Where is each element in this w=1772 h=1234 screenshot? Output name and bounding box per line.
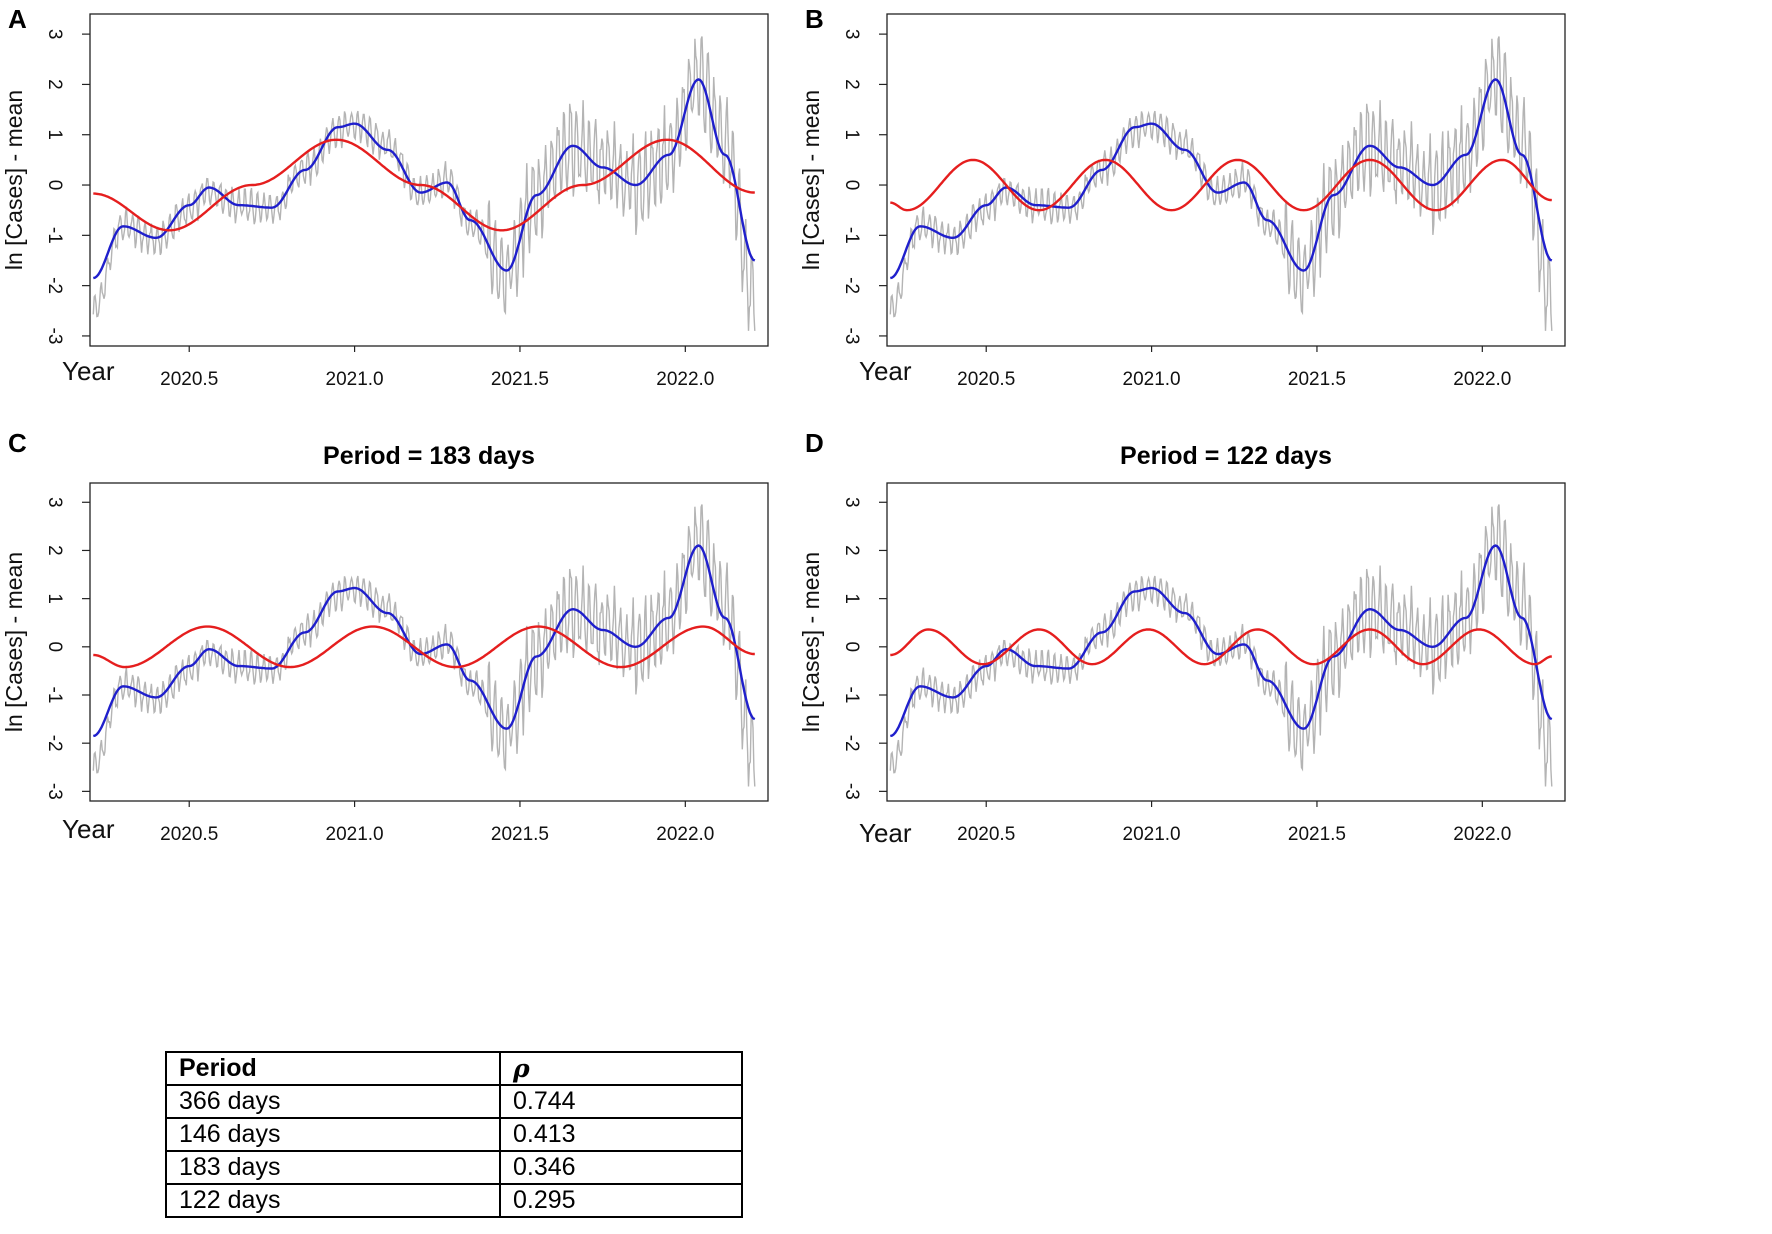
- panel-title: Period = 183 days: [323, 442, 535, 470]
- y-tick-label: 3: [44, 29, 65, 40]
- y-tick-label: 0: [44, 642, 65, 653]
- panel-a: A -3 -2 -1 0 1 2 3 ln [Cases] - mean 2020.5 2021.0…: [1, 4, 769, 390]
- y-tick-label: 2: [44, 79, 65, 90]
- table-header-period: Period: [165, 1051, 501, 1086]
- y-tick-label: 1: [44, 593, 65, 604]
- y-axis-label: ln [Cases] - mean: [798, 552, 824, 732]
- y-tick-label: -1: [44, 687, 65, 704]
- table-cell-period: 366 days: [165, 1084, 501, 1119]
- table-row: 122 days 0.295: [165, 1183, 743, 1218]
- series-smoothed: [890, 78, 1553, 280]
- y-tick-label: 3: [841, 29, 862, 40]
- series-sinusoid-fit: [93, 138, 755, 232]
- series-daily-cases: [889, 36, 1553, 331]
- table-row: 366 days 0.744: [165, 1084, 743, 1119]
- series-smoothed: [93, 78, 756, 280]
- table-cell-rho: 0.744: [499, 1084, 743, 1119]
- series-daily-cases: [92, 504, 756, 787]
- y-tick-label: -2: [841, 277, 862, 294]
- x-axis-label: Year: [62, 814, 115, 844]
- series-daily-cases: [92, 36, 756, 331]
- x-tick-label: 2022.0: [1453, 824, 1511, 845]
- y-axis-label: ln [Cases] - mean: [798, 90, 824, 270]
- plot-frame: [89, 482, 769, 802]
- panel-label: C: [8, 428, 27, 458]
- y-tick-label: 2: [841, 79, 862, 90]
- y-tick-label: -1: [841, 227, 862, 244]
- y-tick-label: 1: [841, 593, 862, 604]
- x-tick-label: 2021.0: [326, 824, 384, 845]
- y-tick-label: -2: [44, 277, 65, 294]
- y-tick-label: 0: [841, 642, 862, 653]
- y-tick-label: 3: [841, 497, 862, 508]
- x-tick-label: 2021.5: [1288, 369, 1346, 390]
- y-tick-label: 1: [44, 129, 65, 140]
- plot-frame: [89, 13, 769, 347]
- plot-frame: [886, 13, 1566, 347]
- series-sinusoid-fit: [890, 628, 1552, 666]
- y-tick-label: -3: [44, 783, 65, 800]
- y-axis-label: ln [Cases] - mean: [1, 90, 27, 270]
- series-smoothed: [890, 544, 1553, 738]
- panel-b: B -3 -2 -1 0 1 2 3 ln [Cases] - mean 2020.5 2021.0…: [798, 4, 1566, 390]
- series-daily-cases: [889, 504, 1553, 787]
- panel-c: C Period = 183 days -3 -2 -1 0 1 2 3 ln [Cases] -…: [1, 428, 769, 845]
- x-tick-label: 2020.5: [160, 824, 218, 845]
- panel-d: D Period = 122 days -3 -2 -1 0 1 2 3 ln [Cases] -…: [798, 428, 1566, 848]
- panel-label: B: [805, 4, 824, 34]
- table-cell-rho: 0.346: [499, 1150, 743, 1185]
- x-tick-label: 2022.0: [656, 369, 714, 390]
- y-tick-label: -2: [841, 735, 862, 752]
- table-header-rho: ρ: [499, 1051, 743, 1086]
- x-tick-label: 2021.5: [491, 824, 549, 845]
- y-axis-label: ln [Cases] - mean: [1, 552, 27, 732]
- y-tick-label: 0: [44, 180, 65, 191]
- x-axis-label: Year: [62, 356, 115, 386]
- table-cell-period: 146 days: [165, 1117, 501, 1152]
- y-tick-label: -3: [44, 327, 65, 344]
- panel-label: A: [8, 4, 27, 34]
- table-cell-period: 183 days: [165, 1150, 501, 1185]
- y-tick-label: 3: [44, 497, 65, 508]
- y-tick-label: -3: [841, 327, 862, 344]
- x-tick-label: 2020.5: [160, 369, 218, 390]
- y-tick-label: -2: [44, 735, 65, 752]
- table-cell-rho: 0.295: [499, 1183, 743, 1218]
- x-axis-label: Year: [859, 818, 912, 848]
- x-tick-label: 2021.5: [1288, 824, 1346, 845]
- series-sinusoid-fit: [890, 158, 1552, 212]
- plot-frame: [886, 482, 1566, 802]
- x-tick-label: 2022.0: [656, 824, 714, 845]
- x-tick-label: 2022.0: [1453, 369, 1511, 390]
- table-cell-period: 122 days: [165, 1183, 501, 1218]
- x-axis-label: Year: [859, 356, 912, 386]
- x-tick-label: 2021.0: [1123, 369, 1181, 390]
- x-tick-label: 2021.5: [491, 369, 549, 390]
- y-tick-label: 2: [841, 545, 862, 556]
- x-tick-label: 2020.5: [957, 824, 1015, 845]
- panel-title: Period = 122 days: [1120, 442, 1332, 470]
- y-tick-label: 1: [841, 129, 862, 140]
- x-tick-label: 2020.5: [957, 369, 1015, 390]
- y-tick-label: -3: [841, 783, 862, 800]
- correlation-table: Period ρ 366 days 0.744 146 days 0.413 1…: [165, 1051, 743, 1218]
- series-sinusoid-fit: [93, 625, 755, 669]
- panel-label: D: [805, 428, 824, 458]
- table-row: 183 days 0.346: [165, 1150, 743, 1185]
- y-tick-label: -1: [44, 227, 65, 244]
- x-tick-label: 2021.0: [1123, 824, 1181, 845]
- y-tick-label: -1: [841, 687, 862, 704]
- y-tick-label: 0: [841, 180, 862, 191]
- table-header-row: Period ρ: [165, 1051, 743, 1086]
- x-tick-label: 2021.0: [326, 369, 384, 390]
- table-cell-rho: 0.413: [499, 1117, 743, 1152]
- y-tick-label: 2: [44, 545, 65, 556]
- table-row: 146 days 0.413: [165, 1117, 743, 1152]
